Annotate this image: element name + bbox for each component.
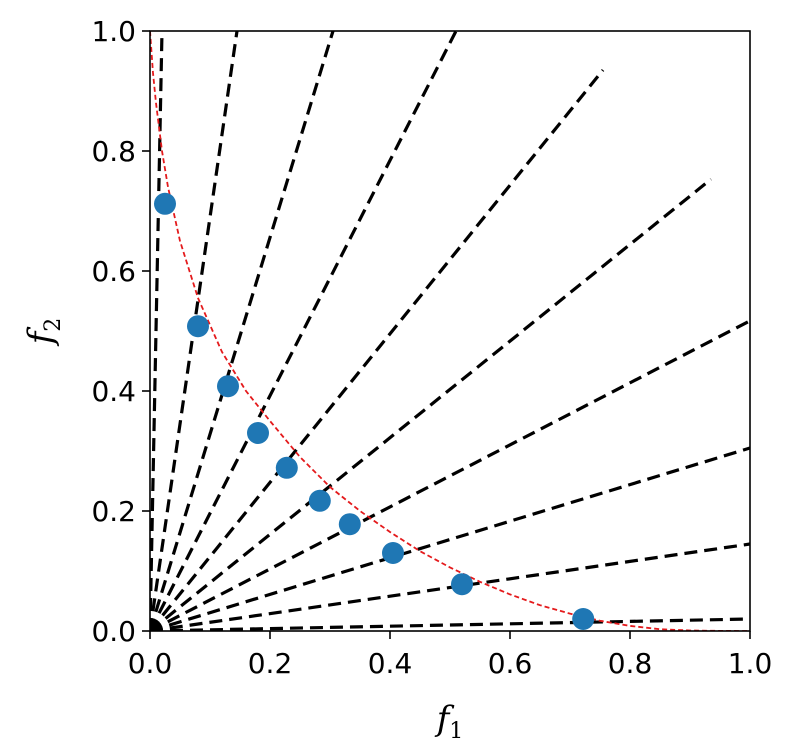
x-tick-label: 0.4 bbox=[368, 647, 413, 680]
reference-ray-5 bbox=[150, 68, 605, 631]
x-axis-label: f1 bbox=[434, 699, 464, 744]
y-tick-label: 0.2 bbox=[91, 495, 136, 528]
solution-point-9 bbox=[451, 573, 473, 596]
reference-ray-8 bbox=[150, 446, 750, 631]
x-tick-label: 1.0 bbox=[728, 647, 773, 680]
pareto-front-curve bbox=[150, 31, 750, 631]
y-tick-label: 1.0 bbox=[91, 15, 136, 48]
y-tick-label: 0.8 bbox=[91, 135, 136, 168]
reference-ray-4 bbox=[150, 31, 458, 631]
reference-ray-9 bbox=[150, 542, 750, 631]
solution-point-2 bbox=[187, 315, 209, 338]
solution-point-3 bbox=[217, 375, 239, 398]
reference-ray-7 bbox=[150, 319, 750, 631]
reference-ray-1 bbox=[150, 31, 164, 631]
reference-ray-10 bbox=[150, 617, 750, 631]
solution-point-10 bbox=[572, 608, 595, 630]
y-axis-label: f2 bbox=[21, 318, 66, 348]
solution-point-1 bbox=[154, 192, 176, 215]
x-axis-ticks: 0.0 0.2 0.4 0.6 0.8 1.0 bbox=[128, 631, 773, 680]
pareto-front-curve-group bbox=[150, 31, 750, 631]
solution-point-4 bbox=[247, 422, 269, 444]
x-tick-label: 0.2 bbox=[248, 647, 293, 680]
reference-ray-6 bbox=[150, 177, 713, 631]
solution-point-8 bbox=[382, 542, 404, 564]
x-tick-label: 0.0 bbox=[128, 647, 173, 680]
y-tick-label: 0.6 bbox=[91, 255, 136, 288]
y-tick-label: 0.4 bbox=[91, 375, 136, 408]
reference-rays bbox=[150, 31, 750, 631]
x-tick-label: 0.6 bbox=[488, 647, 533, 680]
solution-point-7 bbox=[338, 513, 361, 536]
solution-point-5 bbox=[275, 456, 298, 479]
plot-frame bbox=[149, 30, 751, 632]
x-tick-label: 0.8 bbox=[608, 647, 653, 680]
solution-point-6 bbox=[308, 489, 331, 512]
y-axis-ticks: 0.0 0.2 0.4 0.6 0.8 1.0 bbox=[91, 15, 150, 648]
solution-points bbox=[154, 192, 595, 630]
y-tick-label: 0.0 bbox=[91, 615, 136, 648]
reference-ray-3 bbox=[150, 31, 335, 631]
